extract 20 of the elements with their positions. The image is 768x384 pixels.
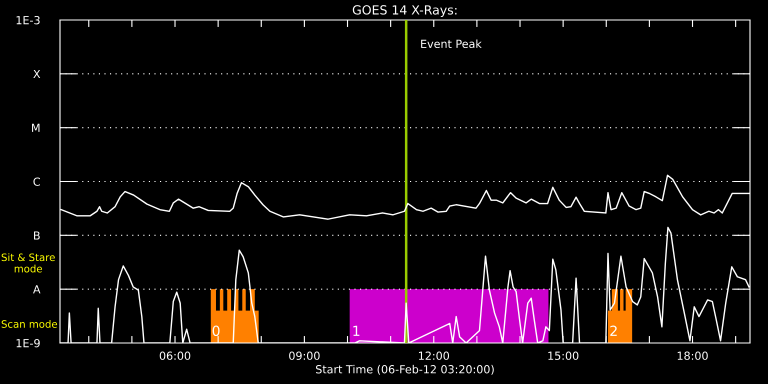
ref-line-label: Event Peak [421, 39, 482, 48]
x-tick-label: 06:00 [160, 352, 190, 360]
y-tick-label: C [33, 177, 40, 186]
y-tick-label: M [32, 124, 40, 132]
text: Sit & Stare mode [2, 253, 55, 272]
annotation: 1 [353, 326, 360, 336]
x-tick-label: 15:00 [548, 352, 578, 360]
x-tick-label: 12:00 [418, 352, 450, 360]
text: Scan mode [2, 320, 58, 328]
x-axis-title: Start Time (06-Feb-12 03:20:00) [316, 364, 494, 375]
chart-title: GOES 14 X-Rays: [352, 5, 456, 18]
y-tick-label: 1E-9 [16, 338, 40, 348]
y-tick-label: A [33, 285, 40, 294]
y-tick-label: 1E-3 [16, 16, 40, 24]
y-tick-label: X [33, 70, 40, 78]
x-tick-label: 18:00 [678, 352, 708, 360]
x-tick-label: 09:00 [289, 352, 320, 360]
annotation: 2 [610, 326, 617, 336]
y-tick-label: B [34, 231, 40, 240]
annotation: 0 [212, 326, 220, 336]
